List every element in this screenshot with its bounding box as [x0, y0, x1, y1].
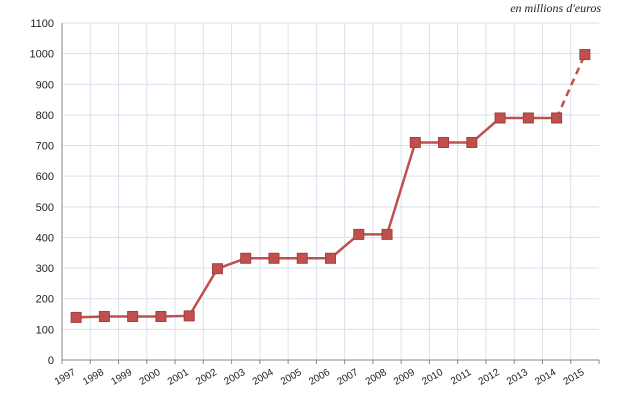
data-point — [127, 310, 139, 322]
x-tick-label: 2001 — [166, 367, 191, 388]
x-tick-label: 2010 — [420, 367, 445, 388]
x-tick-label: 1997 — [53, 367, 78, 388]
data-point — [98, 310, 110, 322]
x-tick-label: 2004 — [251, 367, 276, 388]
x-tick-label: 2011 — [449, 367, 474, 387]
data-point — [381, 228, 393, 240]
data-point — [70, 311, 82, 323]
y-tick-label: 700 — [36, 141, 54, 153]
x-tick-label: 2006 — [307, 367, 332, 388]
y-tick-label: 600 — [36, 171, 54, 183]
data-point — [466, 136, 478, 148]
x-tick-label: 2013 — [505, 367, 530, 388]
data-point — [296, 252, 308, 264]
y-tick-label: 200 — [36, 294, 54, 306]
y-tick-label: 100 — [36, 324, 54, 336]
unit-label: en millions d'euros — [510, 1, 601, 15]
data-point — [551, 112, 563, 124]
x-tick-label: 2003 — [222, 367, 247, 388]
plot-area — [62, 23, 599, 360]
x-tick-label: 2000 — [138, 367, 163, 388]
x-tick-label: 2009 — [392, 367, 417, 388]
data-point — [438, 136, 450, 148]
data-point — [268, 252, 280, 264]
data-point — [183, 310, 195, 322]
x-tick-label: 2012 — [477, 367, 502, 388]
y-tick-label: 1000 — [30, 49, 54, 61]
x-tick-label: 2014 — [533, 367, 558, 388]
data-point — [240, 252, 252, 264]
x-tick-label: 2008 — [364, 367, 389, 388]
x-tick-label: 2002 — [194, 367, 219, 388]
y-tick-label: 500 — [36, 202, 54, 214]
data-point — [579, 49, 591, 61]
data-point — [522, 112, 534, 124]
y-tick-label: 1100 — [30, 18, 54, 30]
x-tick-label: 1999 — [109, 367, 134, 388]
y-tick-label: 0 — [48, 355, 54, 367]
data-point — [211, 263, 223, 275]
data-point — [325, 252, 336, 264]
x-tick-label: 2007 — [335, 367, 360, 388]
y-tick-label: 800 — [36, 110, 54, 122]
y-tick-label: 400 — [36, 232, 54, 244]
x-tick-label: 2005 — [279, 367, 304, 388]
x-tick-label: 2015 — [562, 367, 587, 388]
x-tick-label: 1998 — [81, 367, 106, 388]
y-tick-label: 300 — [36, 263, 54, 275]
data-point — [155, 310, 167, 322]
y-tick-label: 900 — [36, 79, 54, 91]
data-point — [409, 136, 421, 148]
data-point — [353, 228, 365, 240]
data-point — [494, 112, 506, 124]
